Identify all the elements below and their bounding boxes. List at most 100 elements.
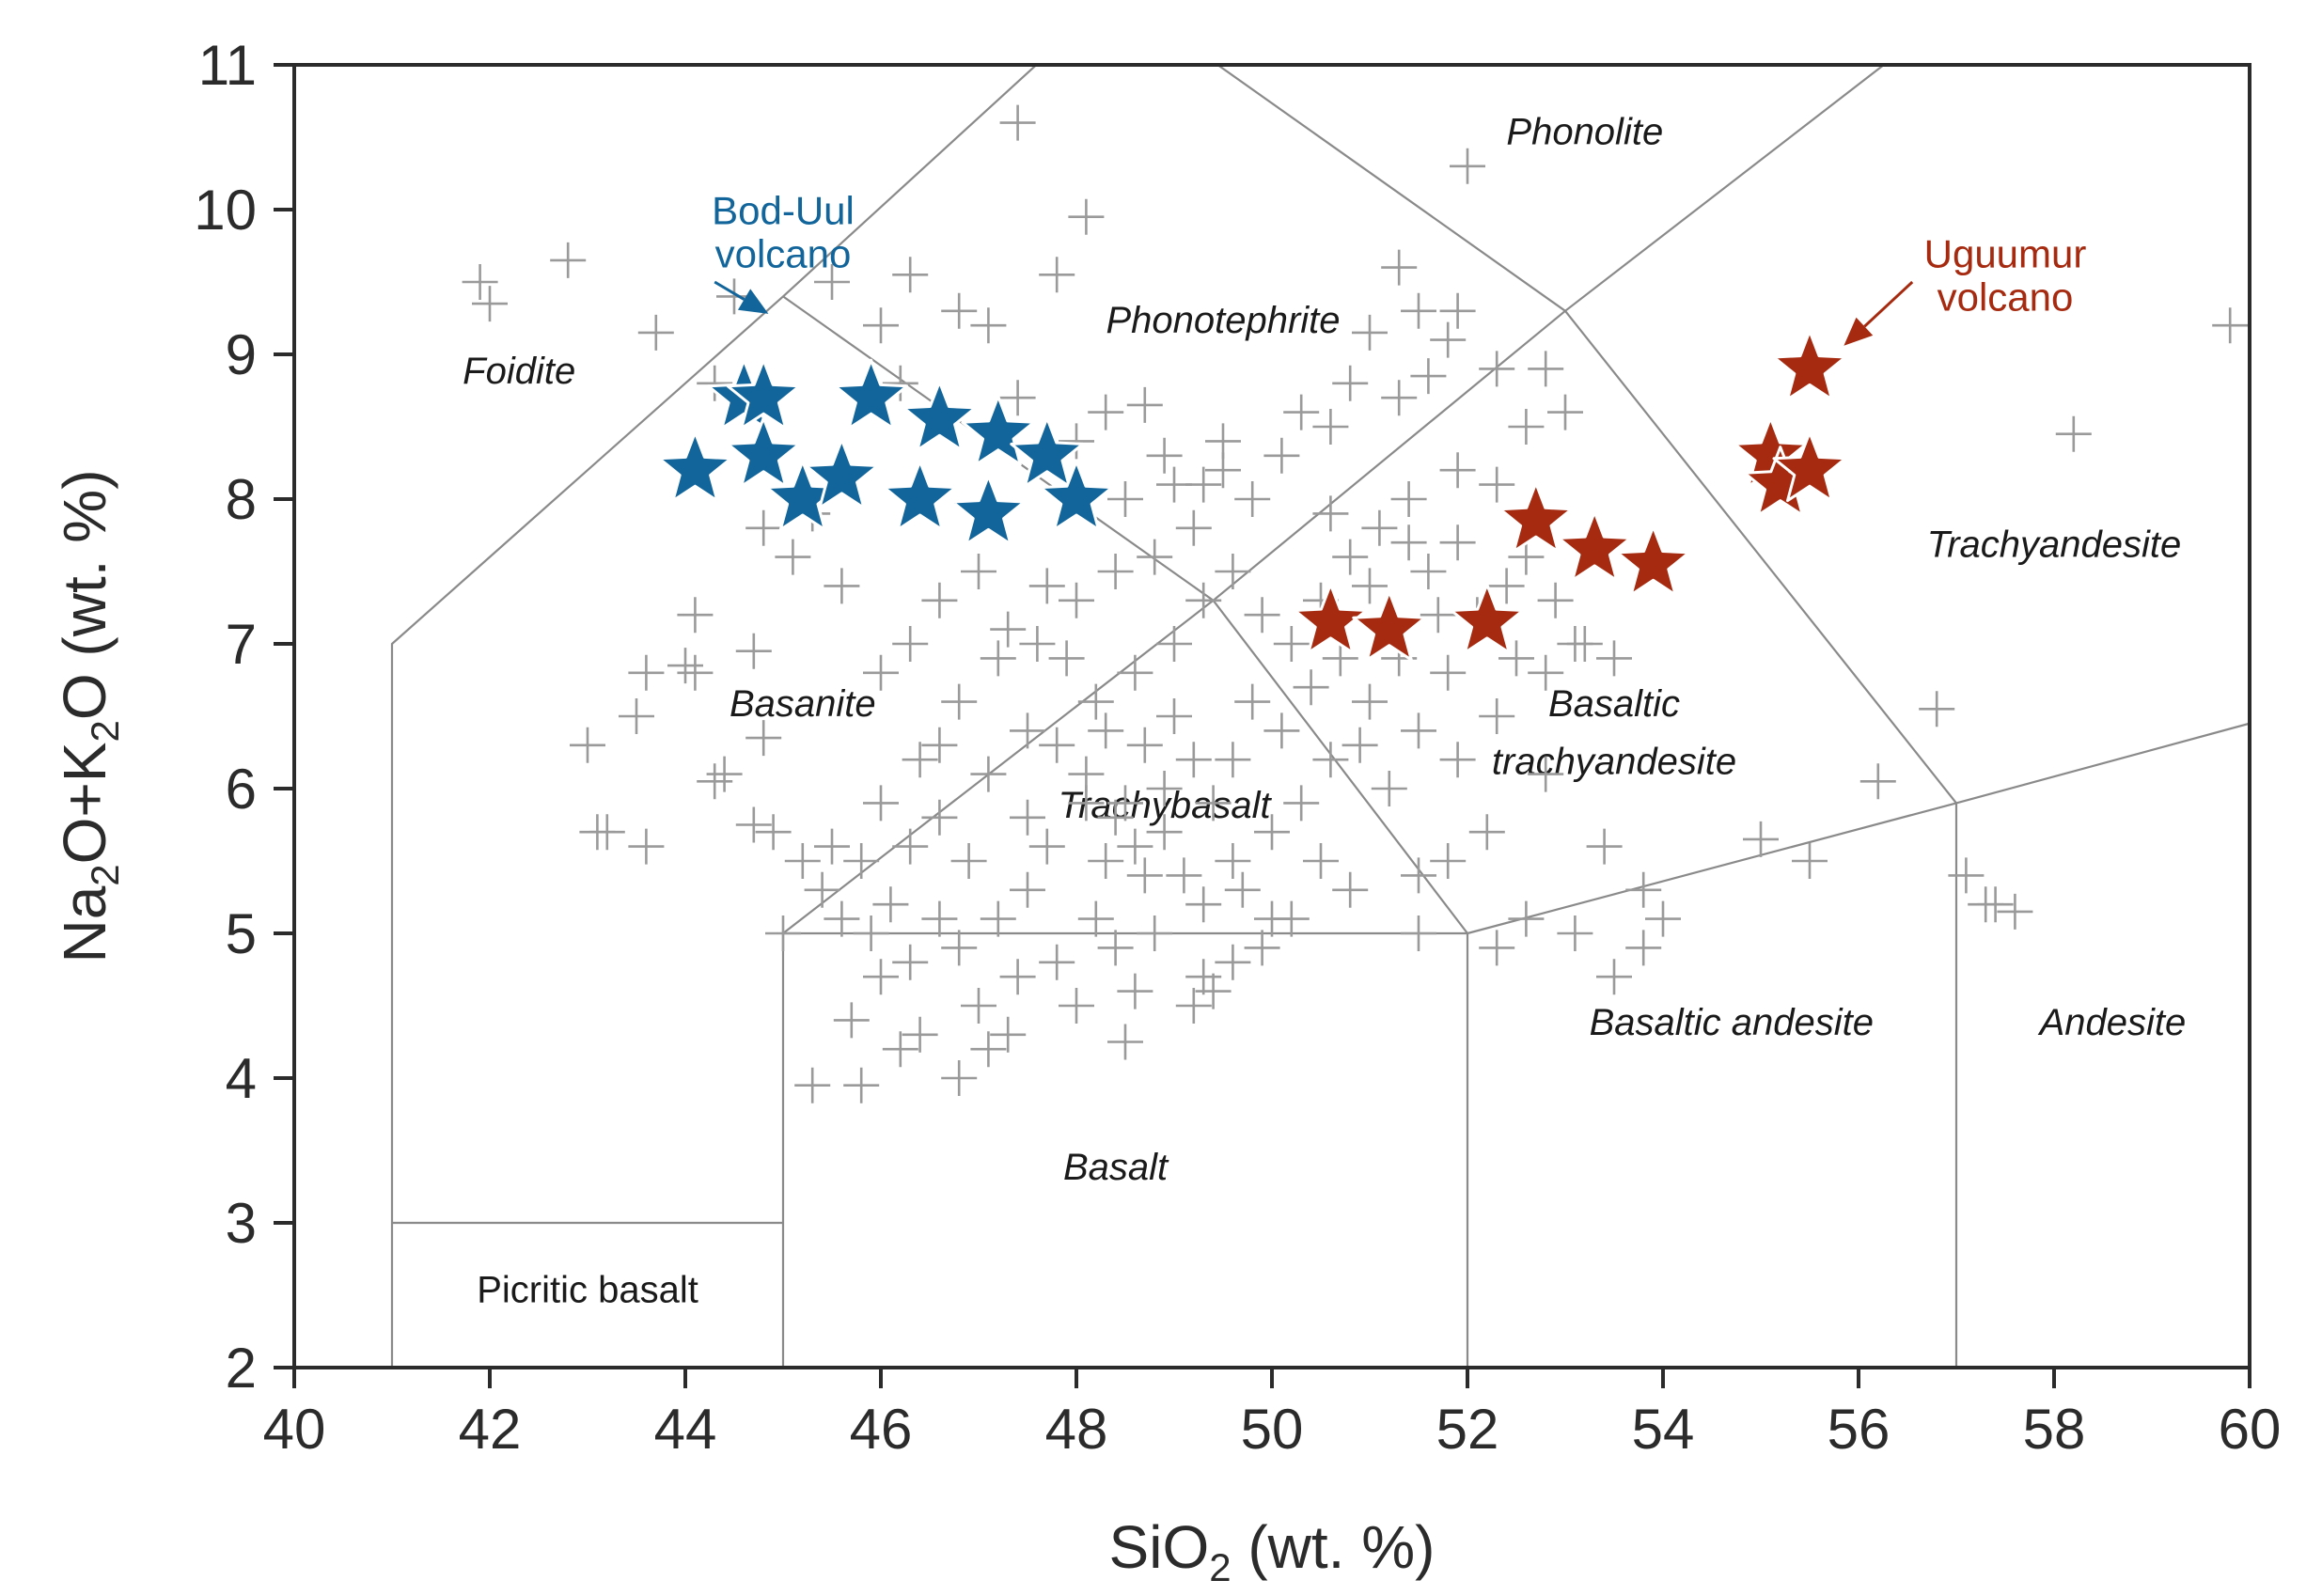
reference-data-point-63 [1401, 857, 1436, 894]
reference-data-point-144 [1283, 785, 1320, 821]
reference-data-point-129 [1039, 727, 1075, 763]
y-tick-label-10: 10 [194, 179, 257, 242]
reference-data-point-117 [1185, 959, 1222, 995]
reference-data-point-148 [1137, 915, 1173, 951]
reference-data-point-150 [1117, 654, 1153, 691]
field-label-phonotephrite: Phonotephrite [1106, 300, 1340, 341]
y-tick-label-9: 9 [226, 323, 257, 386]
reference-data-point-169 [1430, 654, 1467, 691]
reference-data-point-64 [1401, 915, 1436, 951]
reference-data-point-147 [1185, 886, 1222, 923]
reference-data-point-209 [892, 944, 929, 980]
reference-data-point-128 [1010, 799, 1045, 836]
reference-data-point-137 [1166, 857, 1202, 894]
reference-data-point-14 [882, 365, 918, 401]
field-boundary-8 [1216, 65, 1566, 312]
reference-data-point-102 [833, 1002, 870, 1039]
reference-data-point-88 [755, 814, 792, 851]
bod-uul-volcano-star-11 [1010, 416, 1085, 488]
reference-data-point-90 [765, 915, 801, 951]
reference-data-point-108 [941, 1060, 978, 1096]
reference-data-point-3 [637, 314, 674, 351]
reference-data-point-171 [1488, 568, 1525, 604]
reference-data-point-18 [1126, 386, 1163, 423]
field-label-basaltic: Basaltic [1548, 683, 1680, 725]
reference-data-point-167 [1371, 771, 1407, 806]
uguumur-volcano-star-8 [1772, 430, 1847, 503]
reference-data-point-68 [1919, 691, 1955, 728]
reference-data-point-40 [1479, 466, 1515, 503]
reference-data-point-107 [990, 1016, 1027, 1053]
field-label-basaltic-andesite: Basaltic andesite [1590, 1002, 1874, 1043]
reference-data-point-201 [1088, 712, 1124, 749]
annotation-bod-uul-line-2: volcano [715, 231, 852, 275]
reference-data-point-79 [628, 654, 665, 691]
reference-data-point-139 [1215, 742, 1251, 778]
uguumur-volcano-star-4 [1557, 510, 1632, 582]
reference-data-point-203 [1273, 900, 1310, 937]
y-title-mid: O+K [51, 743, 118, 865]
reference-data-point-104 [980, 900, 1016, 937]
reference-data-point-33 [1381, 380, 1418, 416]
reference-data-point-125 [970, 756, 1007, 792]
reference-data-point-173 [1537, 582, 1574, 618]
reference-data-point-25 [1332, 365, 1369, 401]
annotation-uguumur-arrowhead [1843, 317, 1874, 346]
uguumur-volcano-star-9 [1772, 329, 1847, 401]
reference-data-point-181 [1175, 509, 1212, 546]
bod-uul-volcano-star-10 [961, 395, 1036, 466]
reference-data-point-206 [1195, 973, 1232, 1009]
reference-data-point-27 [1381, 249, 1418, 286]
y-title-base: Na [51, 885, 118, 962]
reference-data-point-193 [745, 509, 782, 546]
reference-data-point-192 [775, 539, 811, 575]
reference-data-point-115 [1175, 988, 1212, 1024]
reference-data-point-95 [863, 785, 899, 821]
reference-data-point-109 [794, 1067, 831, 1103]
x-title-subscript: 2 [1209, 1545, 1231, 1589]
annotation-bod-uul-line-1: Bod-Uul [712, 188, 855, 232]
reference-data-point-134 [1126, 727, 1163, 763]
reference-data-point-145 [1254, 814, 1290, 851]
reference-data-point-168 [1401, 712, 1436, 749]
reference-data-point-207 [1117, 973, 1153, 1009]
x-tick-label-58: 58 [2023, 1398, 2086, 1461]
annotation-uguumur-line-1: Uguumur [1924, 232, 2087, 276]
reference-data-point-178 [1077, 683, 1114, 720]
field-label-trachyandesite: trachyandesite [1492, 742, 1736, 783]
reference-data-point-160 [1410, 554, 1447, 589]
reference-data-point-89 [735, 806, 772, 843]
uguumur-volcano-star-3 [1498, 481, 1574, 553]
reference-data-point-124 [1010, 712, 1045, 749]
reference-data-point-159 [1390, 481, 1427, 517]
reference-data-point-47 [1596, 640, 1632, 677]
reference-data-point-175 [1097, 554, 1134, 589]
reference-data-point-85 [706, 756, 743, 792]
reference-data-point-164 [1352, 683, 1388, 720]
reference-data-point-120 [921, 727, 958, 763]
reference-data-point-204 [1303, 843, 1339, 879]
reference-data-point-149 [1077, 900, 1114, 937]
reference-data-point-83 [588, 814, 625, 851]
reference-data-point-177 [1019, 626, 1056, 662]
field-labels: Phonolite Phonotephrite Foidite Basanite Tra… [463, 112, 2186, 1311]
annotations: Bod-Uul volcano Uguumur volcano [712, 188, 2087, 346]
y-title-subscript-1: 2 [83, 864, 127, 885]
reference-data-point-165 [1322, 640, 1358, 677]
reference-data-point-93 [784, 843, 821, 879]
reference-data-point-98 [872, 886, 909, 923]
reference-data-point-99 [921, 900, 958, 937]
reference-data-point-86 [697, 763, 733, 800]
reference-data-point-162 [1420, 597, 1456, 634]
reference-data-point-16 [1088, 394, 1124, 430]
uguumur-volcano-star-5 [1616, 524, 1691, 597]
field-boundaries [390, 65, 2250, 1368]
reference-data-point-66 [1792, 843, 1828, 879]
reference-data-point-67 [1859, 763, 1896, 800]
reference-data-point-50 [1528, 756, 1564, 792]
reference-data-point-46 [1528, 654, 1564, 691]
reference-data-point-44 [1312, 495, 1349, 532]
reference-data-point-161 [1439, 524, 1476, 561]
reference-data-point-17 [1059, 423, 1094, 460]
